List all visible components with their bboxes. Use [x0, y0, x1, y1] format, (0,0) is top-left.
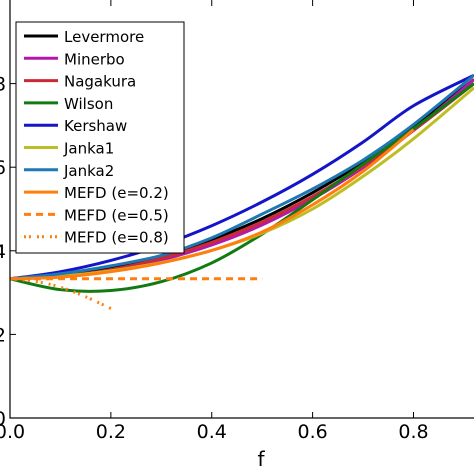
- x-tick-label-4: 0.8: [398, 421, 428, 443]
- y-tick-label-0: 0: [0, 408, 6, 430]
- x-tick-label-0: 0.0: [0, 421, 25, 443]
- legend-label-2: Nagakura: [64, 73, 136, 91]
- series-line-4: [9, 73, 474, 281]
- x-tick-label-2: 0.4: [197, 421, 227, 443]
- y-axis: 0 2 4 6 8: [0, 74, 16, 430]
- plot-frame: [9, 0, 474, 419]
- y-tick-label-3: 6: [0, 157, 6, 179]
- legend-box: [15, 21, 185, 254]
- legend-label-4: Kershaw: [64, 117, 127, 135]
- legend-label-6: Janka2: [63, 162, 114, 180]
- series-line-6: [9, 74, 474, 281]
- legend-label-7: MEFD (e=0.2): [64, 184, 169, 202]
- legend: Levermore Minerbo Nagakura Wilson Kershaw Jan…: [15, 21, 185, 254]
- y-tick-label-4: 8: [0, 74, 6, 96]
- series-line-3: [9, 82, 474, 293]
- legend-label-3: Wilson: [64, 95, 113, 113]
- x-tick-label-1: 0.2: [96, 421, 126, 443]
- x-axis-label: f: [257, 447, 265, 471]
- legend-label-9: MEFD (e=0.8): [64, 229, 169, 247]
- plot-area: [9, 73, 474, 310]
- y-tick-label-1: 2: [0, 324, 6, 346]
- y-tick-label-2: 4: [0, 241, 6, 263]
- x-axis: 0.0 0.2 0.4 0.6 0.8: [0, 0, 429, 443]
- legend-label-8: MEFD (e=0.5): [64, 206, 169, 224]
- legend-label-1: Minerbo: [64, 50, 125, 68]
- x-tick-label-3: 0.6: [297, 421, 327, 443]
- legend-label-5: Janka1: [63, 140, 114, 158]
- legend-label-0: Levermore: [64, 28, 144, 46]
- series-line-7: [9, 128, 415, 281]
